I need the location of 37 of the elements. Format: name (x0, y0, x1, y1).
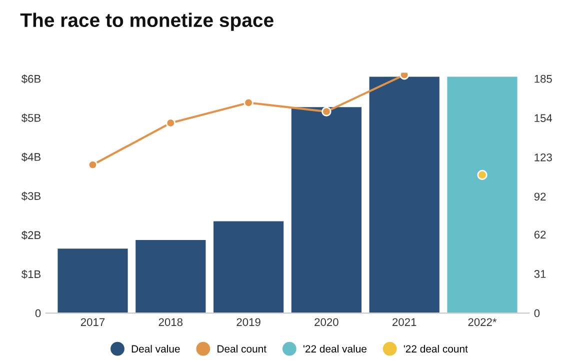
y-tick-label: $4B (21, 152, 41, 162)
y-tick-label: $6B (21, 74, 41, 84)
chart-title: The race to monetize space (20, 12, 274, 31)
legend-label: '22 deal count (404, 344, 468, 353)
bar (291, 107, 362, 314)
point (244, 98, 254, 108)
point (166, 118, 176, 128)
x-tick-label: 2022* (468, 318, 497, 326)
y2-tick-label: 0 (534, 309, 540, 318)
legend-label: '22 deal value (304, 344, 366, 353)
point (322, 106, 332, 116)
bar (58, 248, 128, 314)
bar (447, 76, 518, 314)
y2-tick-label: 123 (534, 153, 552, 162)
y2-tick-label: 31 (534, 270, 546, 278)
y-tick-label: $3B (21, 192, 41, 201)
bar (136, 240, 206, 314)
y2-tick-label: 185 (534, 74, 552, 83)
x-tick-label: 2017 (80, 318, 105, 326)
y-tick-label: 0 (35, 309, 41, 318)
x-tick-label: 2021 (392, 318, 416, 326)
legend-label: Deal count (218, 344, 266, 353)
x-tick-label: 2018 (158, 318, 183, 326)
y-tick-label: $1B (21, 270, 41, 279)
y-tick-label: $2B (21, 230, 41, 240)
y2-tick-label: 92 (534, 192, 546, 201)
bar (369, 76, 440, 314)
bar (213, 221, 284, 314)
y2-tick-label: 62 (534, 230, 546, 239)
point (477, 170, 488, 180)
point (399, 72, 410, 80)
legend-label: Deal value (132, 344, 180, 353)
point (88, 160, 98, 170)
x-tick-label: 2019 (236, 318, 260, 326)
x-tick-label: 2020 (314, 318, 338, 326)
y-tick-label: $5B (21, 114, 41, 123)
y2-tick-label: 154 (534, 114, 552, 122)
